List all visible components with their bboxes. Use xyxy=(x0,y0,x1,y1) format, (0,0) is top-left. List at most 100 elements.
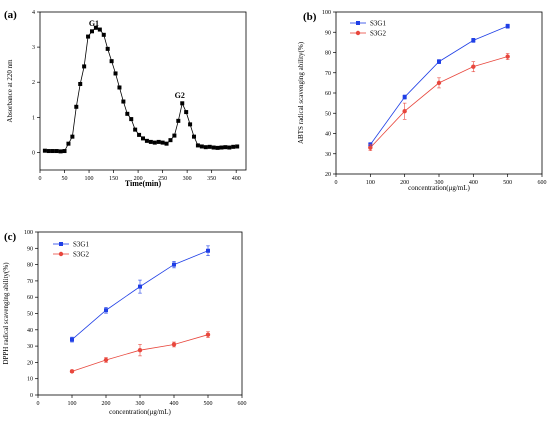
data-point xyxy=(172,133,177,138)
data-point xyxy=(203,145,208,150)
data-point xyxy=(205,332,211,337)
data-point xyxy=(62,149,67,154)
panel-label: (c) xyxy=(4,231,17,243)
plot-frame xyxy=(37,231,243,396)
panel-a: (a) 0 50 100 150 200 250 300 350 400 0 1 2 3 4 Time(min… xyxy=(4,9,247,188)
data-point xyxy=(172,262,176,267)
panel-c: (c) 0 100 200 300 400 500 600 0 10 20 30 40 50 60 70 80 9… xyxy=(2,230,247,416)
data-point xyxy=(505,54,510,59)
y-tick-label: 0 xyxy=(32,150,35,156)
x-tick-label: 0 xyxy=(37,401,40,407)
x-tick-label: 300 xyxy=(435,180,444,186)
data-point xyxy=(164,141,169,146)
y-tick-label: 40 xyxy=(27,328,33,334)
y-tick-label: 20 xyxy=(27,360,33,366)
data-point xyxy=(223,145,228,150)
y-tick-label: 4 xyxy=(32,10,35,16)
data-point xyxy=(74,104,79,109)
data-point xyxy=(436,80,442,86)
data-point xyxy=(54,149,59,154)
peak-annotation: G2 xyxy=(175,91,185,100)
data-point xyxy=(471,64,476,69)
y-tick-label: 30 xyxy=(27,344,33,350)
data-point xyxy=(148,139,153,144)
x-tick-label: 400 xyxy=(232,176,241,182)
series-s3g1 xyxy=(70,245,210,343)
y-tick-label: 50 xyxy=(325,111,331,117)
data-point xyxy=(104,308,108,313)
data-point xyxy=(144,138,149,143)
x-tick-label: 400 xyxy=(170,401,179,407)
legend-label: S3G1 xyxy=(73,241,89,249)
data-point xyxy=(70,134,75,139)
data-point xyxy=(368,145,373,150)
data-point xyxy=(505,24,510,29)
data-point xyxy=(97,27,102,32)
data-point xyxy=(82,64,87,69)
y-tick-label: 1 xyxy=(32,115,35,121)
x-axis-label: Time(min) xyxy=(125,179,162,188)
series-line xyxy=(44,27,238,152)
series-s3g2 xyxy=(69,331,211,374)
panel-label: (a) xyxy=(4,9,17,21)
data-point xyxy=(46,149,51,154)
x-axis-label: concentration(μg/mL) xyxy=(408,184,470,192)
data-point xyxy=(152,140,157,145)
data-point xyxy=(58,149,63,154)
y-tick-label: 100 xyxy=(24,230,33,236)
data-point xyxy=(69,369,75,374)
y-tick-label: 40 xyxy=(325,132,331,138)
legend-marker xyxy=(58,251,64,257)
legend-marker xyxy=(356,21,360,25)
x-tick-label: 300 xyxy=(136,401,145,407)
x-tick-label: 100 xyxy=(85,176,94,182)
data-point xyxy=(184,110,189,115)
x-tick-label: 250 xyxy=(158,176,167,182)
data-point xyxy=(78,81,83,86)
peak-annotation: G1 xyxy=(89,19,99,28)
data-point xyxy=(199,144,204,149)
data-point xyxy=(402,109,407,114)
series-0 xyxy=(42,25,240,154)
data-point xyxy=(156,139,161,144)
data-point xyxy=(235,144,240,149)
x-tick-label: 600 xyxy=(238,401,247,407)
data-point xyxy=(180,101,185,106)
data-point xyxy=(138,284,142,289)
y-tick-label: 70 xyxy=(325,71,331,77)
x-tick-label: 200 xyxy=(134,176,143,182)
data-point xyxy=(137,347,143,353)
data-point xyxy=(50,149,55,154)
data-point xyxy=(101,32,106,37)
x-tick-label: 500 xyxy=(503,180,512,186)
data-point xyxy=(188,122,193,127)
y-tick-label: 90 xyxy=(27,246,33,252)
y-tick-label: 3 xyxy=(32,45,35,51)
x-tick-label: 150 xyxy=(109,176,118,182)
data-point xyxy=(192,134,197,139)
y-tick-label: 60 xyxy=(325,91,331,97)
data-point xyxy=(113,71,118,76)
panel-b: (b) 0 100 200 300 400 500 600 20 30 40 50 60 70 80 90 10… xyxy=(297,10,547,192)
data-point xyxy=(471,38,476,43)
x-tick-label: 300 xyxy=(183,176,192,182)
y-tick-label: 50 xyxy=(27,312,33,318)
y-tick-label: 30 xyxy=(325,152,331,158)
data-point xyxy=(103,357,109,363)
data-point xyxy=(160,140,165,145)
y-tick-label: 80 xyxy=(325,51,331,57)
x-tick-label: 200 xyxy=(400,180,409,186)
plot-frame xyxy=(335,11,543,175)
x-tick-label: 350 xyxy=(207,176,216,182)
data-point xyxy=(117,85,122,90)
x-tick-label: 100 xyxy=(366,180,375,186)
y-tick-label: 10 xyxy=(27,377,33,383)
x-tick-label: 400 xyxy=(469,180,478,186)
x-tick-label: 200 xyxy=(102,401,111,407)
legend-marker xyxy=(59,242,63,246)
legend-marker xyxy=(355,30,361,36)
data-point xyxy=(125,111,130,116)
series-s3g2 xyxy=(368,53,510,152)
y-axis-label: Absorbance at 220 nm xyxy=(6,59,14,123)
